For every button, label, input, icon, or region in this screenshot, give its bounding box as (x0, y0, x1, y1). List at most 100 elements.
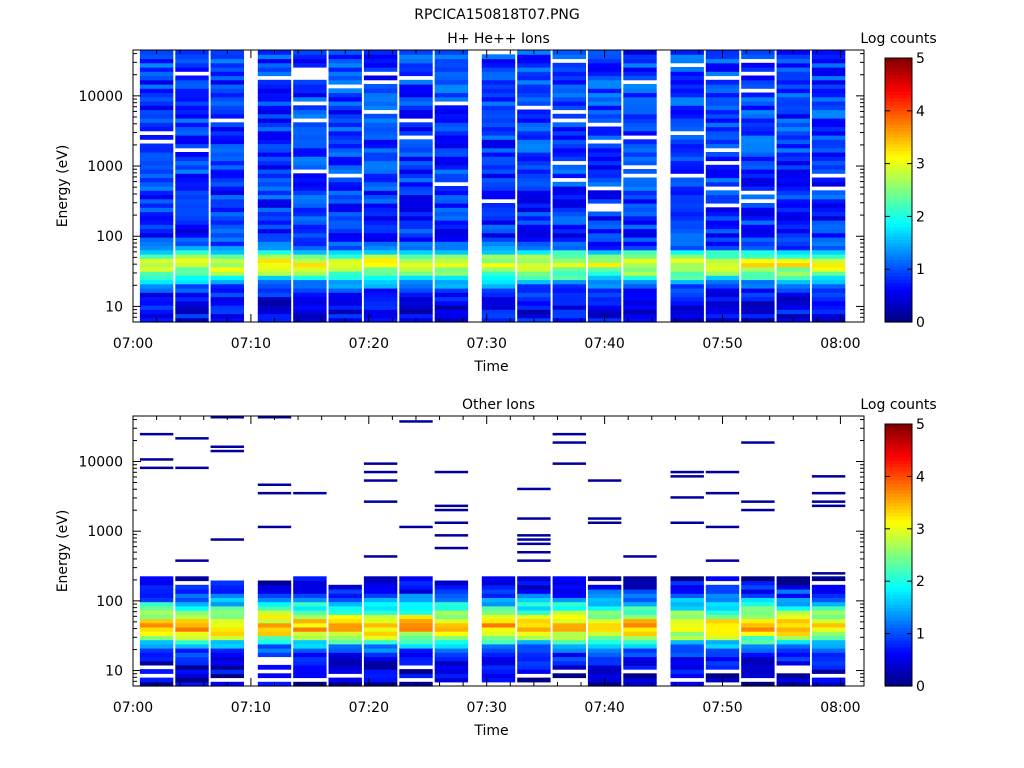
heatmap-cell (399, 669, 433, 674)
heatmap-cell (363, 232, 398, 238)
heatmap-cell (175, 610, 209, 615)
heatmap-cell (811, 610, 846, 615)
heatmap-cell (811, 203, 846, 208)
colorbar-segment (885, 190, 912, 194)
heatmap-cell (139, 96, 174, 102)
heatmap-cell (257, 580, 292, 586)
heatmap-cell (517, 88, 551, 94)
colorbar-segment (885, 555, 912, 559)
heatmap-cell (175, 664, 209, 670)
heatmap-cell (481, 660, 516, 666)
heatmap-cell (705, 181, 740, 187)
heatmap-cell (517, 220, 551, 225)
heatmap-cell (328, 656, 362, 662)
heatmap-cell (328, 618, 362, 624)
heatmap-cell (139, 643, 174, 649)
heatmap-cell (517, 618, 551, 624)
heatmap-cell (811, 50, 846, 55)
heatmap-cell (811, 258, 846, 264)
heatmap-cell (811, 631, 846, 636)
heatmap-cell (670, 593, 704, 598)
heatmap-cell (670, 71, 704, 77)
heatmap-cell (363, 50, 398, 55)
heatmap-cell (623, 147, 657, 153)
heatmap-cell (293, 177, 327, 183)
heatmap-cell (481, 288, 516, 293)
heatmap-cell (517, 198, 551, 204)
heatmap-cell (741, 262, 775, 268)
heatmap-cell (587, 576, 622, 582)
heatmap-cell (293, 605, 327, 611)
colorbar-segment (885, 223, 912, 227)
heatmap-cell (623, 186, 657, 191)
heatmap-cell (257, 584, 292, 590)
heatmap-cell (552, 173, 586, 179)
heatmap-cell (811, 67, 846, 72)
colorbar-segment (885, 535, 912, 540)
colorbar-segment (885, 295, 912, 300)
heatmap-cell (328, 135, 362, 140)
heatmap-cell (741, 237, 775, 242)
heatmap-cell (517, 538, 551, 541)
heatmap-cell (175, 118, 209, 123)
heatmap-cell (328, 249, 362, 255)
heatmap-cell (210, 220, 244, 225)
heatmap-cell (328, 96, 362, 102)
heatmap-cell (175, 84, 209, 89)
heatmap-cell (811, 147, 846, 153)
colorbar-segment (885, 476, 912, 481)
heatmap-cell (139, 466, 174, 470)
panel-other-ions: 07:00 07:10 07:20 07:30 07:40 07:50 08:0010100… (55, 397, 937, 739)
heatmap-cell (670, 58, 704, 64)
heatmap-cell (517, 139, 551, 145)
heatmap-cell (399, 622, 433, 628)
heatmap-cell (399, 631, 433, 636)
colorbar-segment (885, 659, 912, 664)
heatmap-cell (623, 593, 657, 598)
heatmap-cell (741, 135, 775, 140)
heatmap-cell (257, 220, 292, 225)
heatmap-cell (623, 54, 657, 60)
heatmap-cell (139, 296, 174, 302)
heatmap-cell (328, 241, 362, 247)
heatmap-cell (257, 271, 292, 276)
heatmap-cell (623, 283, 657, 289)
heatmap-cell (363, 220, 398, 225)
heatmap-cell (741, 54, 775, 60)
heatmap-cell (257, 211, 292, 217)
heatmap-cell (587, 589, 622, 594)
heatmap-cell (705, 194, 740, 200)
heatmap-cell (399, 420, 433, 423)
heatmap-cell (481, 300, 516, 306)
colorbar-segment (885, 239, 912, 244)
colorbar-segment (885, 229, 912, 234)
heatmap-cell (670, 288, 704, 293)
heatmap-cell (434, 292, 469, 298)
heatmap-cell (175, 160, 209, 166)
heatmap-cell (741, 160, 775, 166)
heatmap-cell (623, 639, 657, 645)
heatmap-cell (811, 194, 846, 200)
heatmap-cell (328, 635, 362, 641)
heatmap-cell (705, 152, 740, 157)
heatmap-cell (293, 249, 327, 255)
heatmap-cell (741, 288, 775, 293)
heatmap-cell (811, 572, 846, 575)
heatmap-cell (293, 288, 327, 293)
heatmap-cell (587, 194, 622, 200)
colorbar-segment (885, 183, 912, 188)
heatmap-cell (623, 309, 657, 315)
heatmap-cell (705, 266, 740, 272)
heatmap-cell (741, 249, 775, 255)
heatmap-cell (623, 288, 657, 293)
heatmap-cell (434, 309, 469, 315)
heatmap-cell (517, 605, 551, 611)
heatmap-cell (363, 126, 398, 132)
heatmap-cell (293, 313, 327, 319)
colorbar-segment (885, 630, 912, 635)
heatmap-cell (741, 84, 775, 89)
heatmap-cell (705, 139, 740, 145)
colorbar-segment (885, 627, 912, 631)
heatmap-cell (434, 220, 469, 225)
heatmap-cell (175, 135, 209, 140)
